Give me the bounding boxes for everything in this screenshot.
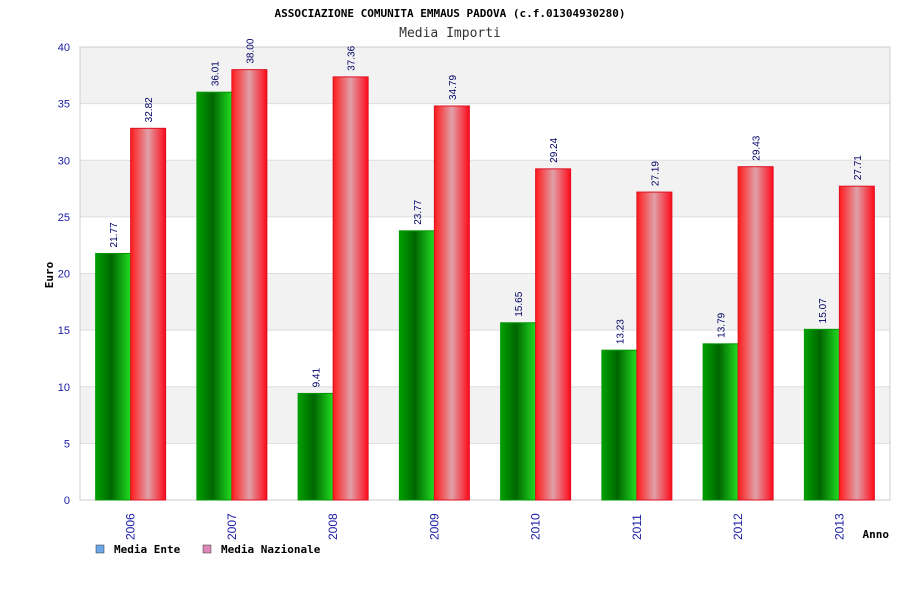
bar-media-ente-2007 bbox=[196, 91, 233, 501]
bar-media-ente-2009 bbox=[398, 230, 435, 501]
x-tick-label: 2011 bbox=[630, 514, 644, 540]
y-tick-label: 40 bbox=[58, 42, 70, 54]
y-tick-label: 30 bbox=[58, 155, 70, 167]
x-tick-label: 2008 bbox=[326, 513, 340, 540]
y-axis-ticks: 0 5 10 15 20 25 30 35 40 bbox=[58, 42, 70, 507]
data-label-media-nazionale-2013: 27.71 bbox=[853, 155, 864, 180]
y-tick-label: 0 bbox=[64, 495, 70, 507]
bar-media-ente-2011 bbox=[601, 349, 638, 501]
bar-media-ente-2010 bbox=[500, 322, 537, 501]
chart-title: ASSOCIAZIONE COMUNITA EMMAUS PADOVA (c.f… bbox=[275, 7, 626, 20]
bar-media-nazionale-2012 bbox=[737, 166, 774, 501]
bar-media-ente-2006 bbox=[95, 252, 132, 501]
data-label-media-nazionale-2012: 29.43 bbox=[752, 135, 763, 160]
data-label-media-ente-2008: 9.41 bbox=[312, 368, 323, 388]
data-label-media-ente-2006: 21.77 bbox=[109, 222, 120, 247]
y-tick-label: 20 bbox=[58, 269, 70, 281]
bar-media-ente-2012 bbox=[702, 343, 739, 501]
bar-media-nazionale-2013 bbox=[838, 185, 875, 501]
data-label-media-ente-2010: 15.65 bbox=[514, 291, 525, 316]
data-label-media-nazionale-2009: 34.79 bbox=[448, 75, 459, 100]
bar-media-nazionale-2010 bbox=[535, 168, 572, 501]
legend: Media Ente Media Nazionale bbox=[95, 543, 321, 556]
x-tick-label: 2013 bbox=[832, 513, 846, 540]
data-label-media-ente-2012: 13.79 bbox=[717, 312, 728, 337]
x-axis-label: Anno bbox=[863, 528, 890, 541]
data-label-media-nazionale-2008: 37.36 bbox=[347, 45, 358, 70]
bar-media-nazionale-2007 bbox=[231, 69, 268, 501]
data-label-media-ente-2009: 23.77 bbox=[413, 199, 424, 224]
bar-media-ente-2013 bbox=[803, 328, 840, 501]
legend-swatch-media-ente bbox=[95, 544, 105, 554]
x-tick-label: 2012 bbox=[731, 513, 745, 540]
chart-subtitle: Media Importi bbox=[399, 26, 501, 41]
y-tick-label: 5 bbox=[64, 438, 70, 450]
bar-media-nazionale-2009 bbox=[433, 105, 470, 501]
legend-label-media-nazionale: Media Nazionale bbox=[221, 543, 321, 556]
data-label-media-nazionale-2010: 29.24 bbox=[549, 137, 560, 162]
data-label-media-ente-2011: 13.23 bbox=[615, 319, 626, 344]
x-axis-ticks: 2006 2007 2008 2009 2010 2011 2012 2013 bbox=[124, 513, 847, 540]
legend-swatch-media-nazionale bbox=[202, 544, 212, 554]
plot-frame bbox=[79, 46, 891, 501]
data-label-media-ente-2007: 36.01 bbox=[210, 61, 221, 86]
bars bbox=[95, 69, 875, 501]
bar-media-nazionale-2008 bbox=[332, 76, 369, 501]
bar-media-nazionale-2006 bbox=[130, 127, 167, 501]
y-tick-label: 35 bbox=[58, 99, 70, 111]
bar-media-nazionale-2011 bbox=[636, 191, 673, 501]
y-tick-label: 15 bbox=[58, 325, 70, 337]
data-label-media-nazionale-2011: 27.19 bbox=[650, 161, 661, 186]
legend-label-media-ente: Media Ente bbox=[114, 543, 181, 556]
y-axis-label: Euro bbox=[43, 261, 56, 288]
data-label-media-ente-2013: 15.07 bbox=[818, 298, 829, 323]
data-label-media-nazionale-2006: 32.82 bbox=[144, 97, 155, 122]
data-label-media-nazionale-2007: 38.00 bbox=[245, 38, 256, 63]
bar-media-ente-2008 bbox=[297, 392, 334, 501]
y-tick-label: 10 bbox=[58, 382, 70, 394]
x-tick-label: 2009 bbox=[427, 513, 441, 540]
bar-labels: 21.77 32.82 36.01 38.00 9.41 37.36 23.77 34.79 1… bbox=[109, 38, 864, 387]
x-tick-label: 2010 bbox=[529, 513, 543, 540]
y-tick-label: 25 bbox=[58, 212, 70, 224]
x-tick-label: 2007 bbox=[225, 513, 239, 540]
x-tick-label: 2006 bbox=[124, 513, 138, 540]
